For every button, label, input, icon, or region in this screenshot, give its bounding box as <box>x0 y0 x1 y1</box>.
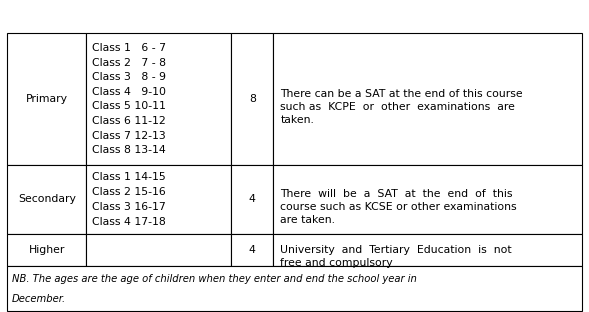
Text: Class 6 11-12: Class 6 11-12 <box>92 116 166 126</box>
Text: 4: 4 <box>249 194 256 204</box>
Bar <box>7 266 582 311</box>
Bar <box>7 165 87 233</box>
Text: Higher: Higher <box>28 245 65 255</box>
Text: Class 5 10-11: Class 5 10-11 <box>92 101 166 111</box>
Text: Primary: Primary <box>26 94 68 104</box>
Text: University  and  Tertiary  Education  is  not
free and compulsory: University and Tertiary Education is not… <box>280 245 512 268</box>
Bar <box>231 233 273 266</box>
Text: Class 2 15-16: Class 2 15-16 <box>92 187 166 197</box>
Bar <box>7 33 87 165</box>
Bar <box>273 233 582 266</box>
Text: Class 1 14-15: Class 1 14-15 <box>92 172 166 182</box>
Text: Class 1   6 - 7: Class 1 6 - 7 <box>92 43 166 53</box>
Bar <box>231 165 273 233</box>
Text: Class 4   9-10: Class 4 9-10 <box>92 87 166 97</box>
Bar <box>231 33 273 165</box>
Bar <box>273 165 582 233</box>
Text: There  will  be  a  SAT  at  the  end  of  this
course such as KCSE or other exa: There will be a SAT at the end of this c… <box>280 189 517 225</box>
Text: Class 4 17-18: Class 4 17-18 <box>92 217 166 227</box>
Text: Secondary: Secondary <box>18 194 75 204</box>
Text: 8: 8 <box>249 94 256 104</box>
Bar <box>87 233 231 266</box>
Text: December.: December. <box>12 294 66 304</box>
Bar <box>7 233 87 266</box>
Text: Class 3   8 - 9: Class 3 8 - 9 <box>92 72 166 82</box>
Text: There can be a SAT at the end of this course
such as  KCPE  or  other  examinati: There can be a SAT at the end of this co… <box>280 89 523 124</box>
Text: NB. The ages are the age of children when they enter and end the school year in: NB. The ages are the age of children whe… <box>12 274 416 284</box>
Text: Class 8 13-14: Class 8 13-14 <box>92 145 166 155</box>
Text: Class 3 16-17: Class 3 16-17 <box>92 202 166 212</box>
Bar <box>87 165 231 233</box>
Bar <box>87 33 231 165</box>
Text: 4: 4 <box>249 245 256 255</box>
Bar <box>273 33 582 165</box>
Text: Class 7 12-13: Class 7 12-13 <box>92 130 166 140</box>
Text: Class 2   7 - 8: Class 2 7 - 8 <box>92 58 166 68</box>
